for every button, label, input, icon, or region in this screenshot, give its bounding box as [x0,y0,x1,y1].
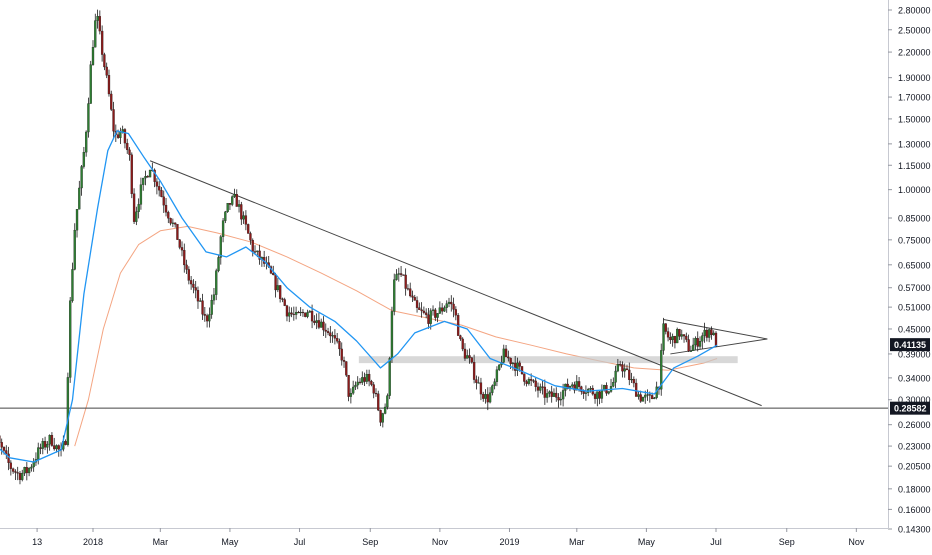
price-tick-label: 0.23000 [898,442,931,452]
time-tick-label: Nov [848,537,865,547]
candle [345,361,347,377]
price-tick-label: 0.57000 [898,283,931,293]
price-tick-label: 1.70000 [898,93,931,103]
time-tick-label: May [221,537,239,547]
price-tick-label: 2.80000 [898,6,931,16]
candle [131,152,133,198]
price-label-text: 0.28582 [894,404,927,414]
price-tick-label: 0.34000 [898,373,931,383]
time-tick-label: Jul [710,537,722,547]
candle [176,224,178,240]
time-tick-label: Nov [432,537,449,547]
price-label: 0.28582 [890,402,930,415]
price-tick-label: 0.20500 [898,462,931,472]
time-tick-label: 2019 [499,537,519,547]
time-tick-label: Mar [569,537,585,547]
candle [386,393,388,409]
candle [715,331,717,347]
time-tick-label: 2018 [83,537,103,547]
candle [67,373,69,447]
candle [660,344,662,396]
candle [377,391,379,411]
candle [90,61,92,104]
time-tick-label: Sep [362,537,378,547]
candle [391,307,393,363]
support-zone [359,356,738,363]
candle [74,223,76,270]
time-tick-label: Jul [294,537,306,547]
candle [462,337,464,351]
price-tick-label: 0.51000 [898,303,931,313]
price-tick-label: 2.20000 [898,48,931,58]
price-tick-label: 2.50000 [898,25,931,35]
time-tick-label: Mar [153,537,169,547]
price-tick-label: 1.90000 [898,73,931,83]
candle [393,274,395,316]
candle [304,312,306,317]
time-tick-label: 13 [32,537,42,547]
price-tick-label: 1.30000 [898,139,931,149]
candle [227,203,229,213]
price-tick-label: 0.75000 [898,235,931,245]
candle [402,274,404,275]
support-zone-box [359,356,738,363]
price-tick-label: 0.18000 [898,484,931,494]
price-tick-label: 1.15000 [898,161,931,171]
candle [87,98,89,138]
price-tick-label: 0.14300 [898,525,931,535]
price-tick-label: 0.45000 [898,324,931,334]
price-tick-label: 0.85000 [898,214,931,224]
price-tick-label: 0.26000 [898,420,931,430]
candle [231,195,233,206]
price-tick-label: 0.16000 [898,505,931,515]
time-tick-label: Sep [779,537,795,547]
candle [69,297,71,383]
candle [676,328,678,343]
candle [389,357,391,399]
candle [642,397,644,402]
time-tick-label: May [638,537,656,547]
price-label: 0.41135 [890,338,930,351]
candle [149,169,151,177]
price-tick-label: 1.50000 [898,114,931,124]
price-tick-label: 0.65000 [898,260,931,270]
candle [247,224,249,234]
price-label-text: 0.41135 [894,340,926,350]
price-tick-label: 1.00000 [898,185,931,195]
candle [457,313,459,336]
